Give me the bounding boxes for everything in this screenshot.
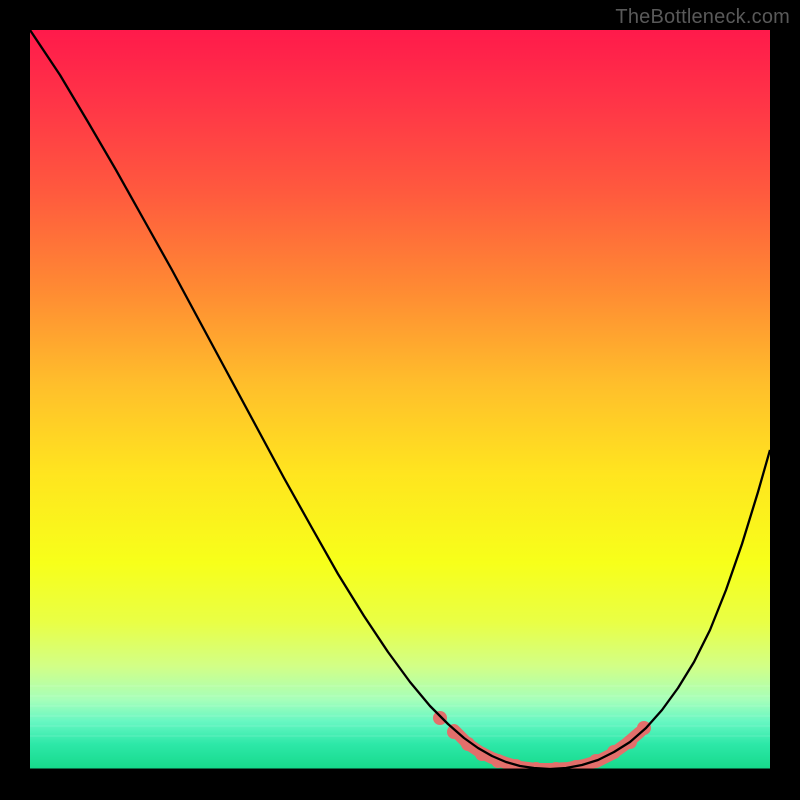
highlight-marker	[433, 711, 447, 725]
watermark-label: TheBottleneck.com	[615, 6, 790, 29]
plot-area	[30, 30, 770, 770]
highlight-marker	[447, 725, 461, 739]
chart-root: TheBottleneck.com	[0, 0, 800, 800]
gradient-background	[30, 30, 770, 770]
plot-svg	[30, 30, 770, 770]
